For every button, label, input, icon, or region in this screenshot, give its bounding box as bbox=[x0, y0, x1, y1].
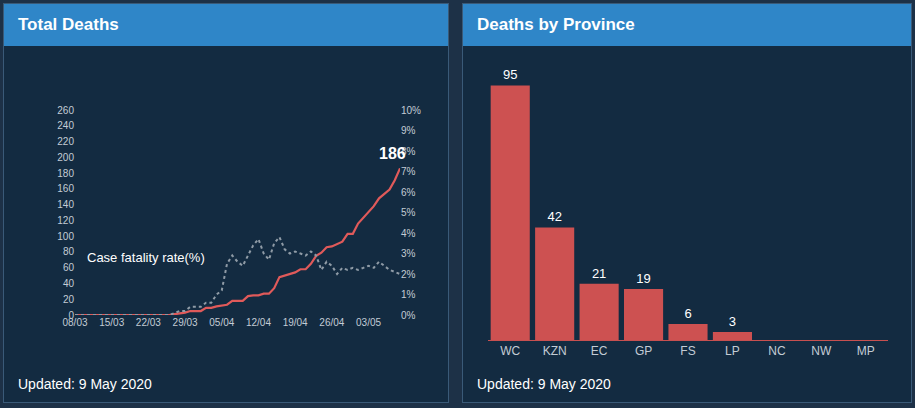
svg-text:WC: WC bbox=[500, 344, 520, 358]
html-text:Total Deaths: Total Deaths bbox=[18, 15, 119, 34]
svg-text:19/04: 19/04 bbox=[283, 317, 308, 328]
svg-text:2%: 2% bbox=[401, 269, 416, 280]
svg-text:4%: 4% bbox=[401, 228, 416, 239]
svg-text:160: 160 bbox=[57, 183, 74, 194]
svg-text:10%: 10% bbox=[401, 105, 421, 116]
svg-text:186: 186 bbox=[379, 145, 406, 162]
svg-text:22/03: 22/03 bbox=[136, 317, 161, 328]
svg-text:180: 180 bbox=[57, 168, 74, 179]
html-text:Deaths by Province: Deaths by Province bbox=[477, 15, 635, 34]
svg-text:NC: NC bbox=[768, 344, 786, 358]
svg-text:3: 3 bbox=[729, 314, 736, 329]
svg-text:95: 95 bbox=[503, 67, 517, 82]
svg-text:140: 140 bbox=[57, 199, 74, 210]
svg-text:120: 120 bbox=[57, 215, 74, 226]
html-text:Updated: 9 May 2020: Updated: 9 May 2020 bbox=[477, 376, 611, 392]
svg-text:1%: 1% bbox=[401, 289, 416, 300]
svg-text:12/04: 12/04 bbox=[246, 317, 271, 328]
svg-text:08/03: 08/03 bbox=[62, 317, 87, 328]
svg-text:0: 0 bbox=[68, 310, 74, 321]
svg-text:LP: LP bbox=[725, 344, 740, 358]
html-text:Updated: 9 May 2020: Updated: 9 May 2020 bbox=[18, 376, 152, 392]
svg-text:NW: NW bbox=[811, 344, 832, 358]
svg-text:80: 80 bbox=[63, 246, 75, 257]
svg-text:03/05: 03/05 bbox=[356, 317, 381, 328]
svg-text:200: 200 bbox=[57, 152, 74, 163]
svg-text:29/03: 29/03 bbox=[173, 317, 198, 328]
svg-text:100: 100 bbox=[57, 231, 74, 242]
svg-text:MP: MP bbox=[857, 344, 875, 358]
svg-text:60: 60 bbox=[63, 262, 75, 273]
svg-text:19: 19 bbox=[636, 271, 650, 286]
svg-text:FS: FS bbox=[680, 344, 695, 358]
svg-text:05/04: 05/04 bbox=[209, 317, 234, 328]
svg-text:3%: 3% bbox=[401, 248, 416, 259]
svg-text:42: 42 bbox=[547, 209, 561, 224]
svg-text:0%: 0% bbox=[401, 310, 416, 321]
svg-text:26/04: 26/04 bbox=[319, 317, 344, 328]
svg-text:6: 6 bbox=[684, 306, 691, 321]
svg-text:GP: GP bbox=[635, 344, 652, 358]
svg-text:240: 240 bbox=[57, 120, 74, 131]
svg-text:21: 21 bbox=[592, 266, 606, 281]
svg-text:Case fatality rate(%): Case fatality rate(%) bbox=[87, 250, 205, 265]
svg-text:KZN: KZN bbox=[543, 344, 567, 358]
svg-text:5%: 5% bbox=[401, 207, 416, 218]
svg-text:220: 220 bbox=[57, 136, 74, 147]
svg-text:7%: 7% bbox=[401, 166, 416, 177]
svg-text:20: 20 bbox=[63, 294, 75, 305]
svg-text:260: 260 bbox=[57, 105, 74, 116]
svg-text:6%: 6% bbox=[401, 187, 416, 198]
svg-text:EC: EC bbox=[591, 344, 608, 358]
svg-text:9%: 9% bbox=[401, 125, 416, 136]
svg-text:15/03: 15/03 bbox=[99, 317, 124, 328]
svg-text:8%: 8% bbox=[401, 146, 416, 157]
svg-text:40: 40 bbox=[63, 278, 75, 289]
